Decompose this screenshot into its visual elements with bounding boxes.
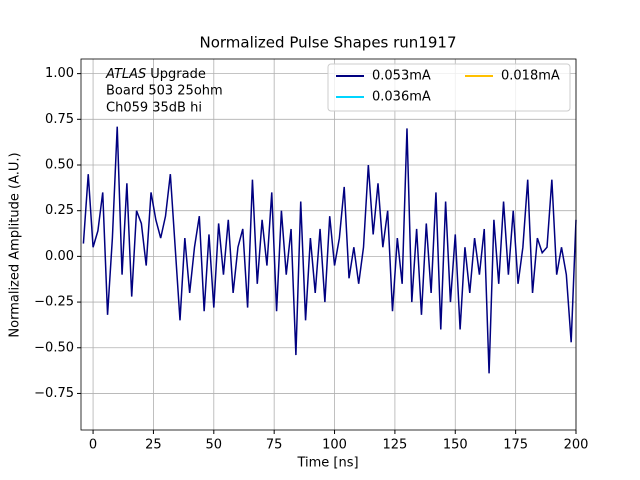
x-tick-label: 175 bbox=[503, 438, 528, 453]
annotation-text: ATLAS bbox=[105, 67, 146, 82]
y-axis-label: Normalized Amplitude (A.U.) bbox=[8, 152, 23, 337]
x-tick-label: 75 bbox=[266, 438, 283, 453]
legend-label: 0.036mA bbox=[372, 90, 431, 105]
plot-frame bbox=[80, 58, 577, 431]
x-tick-label: 200 bbox=[564, 438, 589, 453]
y-tick-label: −0.50 bbox=[34, 340, 74, 355]
legend-label: 0.018mA bbox=[501, 69, 560, 84]
series-line bbox=[82, 126, 577, 374]
x-tick-label: 150 bbox=[443, 438, 468, 453]
x-tick-label: 125 bbox=[382, 438, 407, 453]
y-tick-label: 0.50 bbox=[45, 158, 74, 173]
annotation-text: Upgrade bbox=[150, 67, 206, 82]
y-tick-label: 0.00 bbox=[45, 249, 74, 264]
y-tick-label: −0.75 bbox=[34, 386, 74, 401]
x-tick-label: 0 bbox=[89, 438, 97, 453]
y-tick-label: 0.75 bbox=[45, 112, 74, 127]
annotation: Ch059 35dB hi bbox=[106, 101, 202, 116]
annotation: Board 503 25ohm bbox=[106, 84, 223, 99]
legend-box bbox=[327, 63, 571, 112]
x-tick-label: 100 bbox=[322, 438, 347, 453]
x-axis-label: Time [ns] bbox=[296, 456, 358, 471]
chart-title: Normalized Pulse Shapes run1917 bbox=[199, 34, 456, 52]
y-tick-label: 0.25 bbox=[45, 203, 74, 218]
y-tick-label: −0.25 bbox=[34, 295, 74, 310]
y-tick-label: 1.00 bbox=[45, 66, 74, 81]
annotation: ATLAS Upgrade bbox=[105, 67, 206, 82]
x-tick-label: 50 bbox=[206, 438, 223, 453]
x-tick-label: 25 bbox=[145, 438, 162, 453]
legend-label: 0.053mA bbox=[372, 69, 431, 84]
